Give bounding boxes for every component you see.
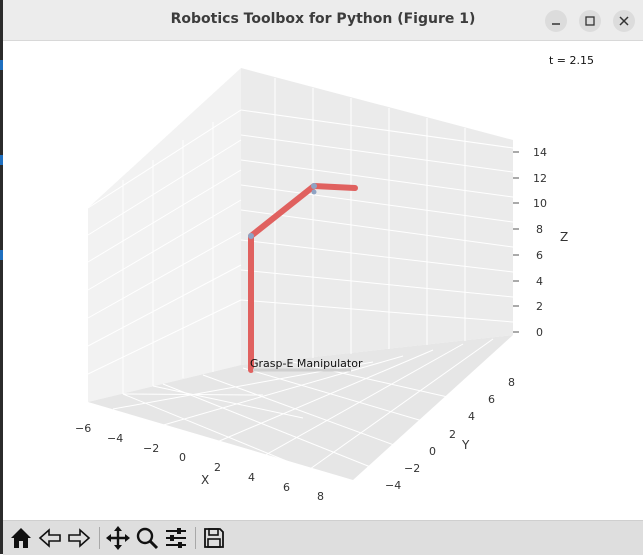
z-tick-label: 10	[533, 197, 547, 210]
z-tick-label: 4	[536, 275, 543, 288]
y-tick-label: −4	[385, 479, 401, 492]
y-tick-label: 0	[429, 445, 436, 458]
x-axis-label: X	[201, 473, 209, 487]
joint-marker	[311, 189, 317, 195]
maximize-button[interactable]	[579, 10, 601, 32]
x-tick-label: 4	[248, 471, 255, 484]
toolbar-separator	[99, 527, 100, 549]
pan-button[interactable]	[106, 526, 130, 550]
y-tick-label: 6	[488, 393, 495, 406]
z-tick-labels: 14 12 10 8 6 4 2 0	[533, 146, 547, 339]
close-button[interactable]	[613, 10, 635, 32]
y-tick-label: −2	[404, 462, 420, 475]
x-tick-label: −6	[75, 422, 91, 435]
forward-icon	[68, 528, 91, 548]
configure-button[interactable]	[164, 526, 188, 550]
left-pane	[88, 110, 241, 402]
toolbar-separator	[195, 527, 196, 549]
z-tick-label: 8	[536, 223, 543, 236]
maximize-icon	[585, 16, 595, 26]
minimize-button[interactable]	[545, 10, 567, 32]
x-tick-label: 8	[317, 490, 324, 503]
zoom-icon	[136, 527, 159, 550]
robot-arm	[248, 183, 358, 373]
save-button[interactable]	[202, 526, 226, 550]
configure-icon	[166, 528, 186, 548]
joint-marker	[311, 183, 317, 189]
z-tick-label: 2	[536, 300, 543, 313]
home-icon	[11, 528, 31, 548]
minimize-icon	[552, 23, 560, 25]
save-icon	[204, 528, 224, 548]
back-icon	[38, 528, 61, 548]
y-tick-label: 4	[468, 410, 475, 423]
window-titlebar: Robotics Toolbox for Python (Figure 1)	[3, 0, 643, 41]
home-button[interactable]	[9, 526, 33, 550]
robot-links	[248, 183, 358, 373]
z-tick-label: 12	[533, 172, 547, 185]
x-tick-label: 6	[283, 481, 290, 494]
x-tick-label: −2	[143, 442, 159, 455]
joint-marker	[248, 233, 254, 239]
x-tick-labels: −6 −4 −2 0 2 4 6 8	[75, 422, 324, 503]
y-tick-labels: −4 −2 0 2 4 6 8	[385, 376, 515, 492]
zoom-button[interactable]	[135, 526, 159, 550]
y-tick-label: 2	[449, 428, 456, 441]
forward-button[interactable]	[67, 526, 91, 550]
x-tick-label: 0	[179, 451, 186, 464]
robot-name-label: Grasp-E Manipulator	[250, 357, 363, 370]
close-icon	[619, 16, 629, 26]
z-axis-label: Z	[560, 230, 568, 244]
back-button[interactable]	[38, 526, 62, 550]
z-tick-label: 14	[533, 146, 547, 159]
x-tick-label: −4	[107, 432, 123, 445]
y-tick-label: 8	[508, 376, 515, 389]
y-axis-label: Y	[461, 438, 470, 452]
desktop-edge	[0, 0, 3, 554]
floor-pane	[88, 335, 513, 480]
z-tick-label: 0	[536, 326, 543, 339]
navigation-toolbar	[3, 520, 643, 555]
figure-canvas[interactable]: 14 12 10 8 6 4 2 0 Z −6 −4 −2 0 2 4 6 8 …	[3, 41, 643, 520]
time-label: t = 2.15	[549, 54, 594, 67]
z-ticks	[513, 151, 519, 333]
pan-icon	[106, 526, 130, 550]
x-tick-label: 2	[214, 461, 221, 474]
window-title: Robotics Toolbox for Python (Figure 1)	[170, 11, 476, 27]
z-tick-label: 6	[536, 249, 543, 262]
